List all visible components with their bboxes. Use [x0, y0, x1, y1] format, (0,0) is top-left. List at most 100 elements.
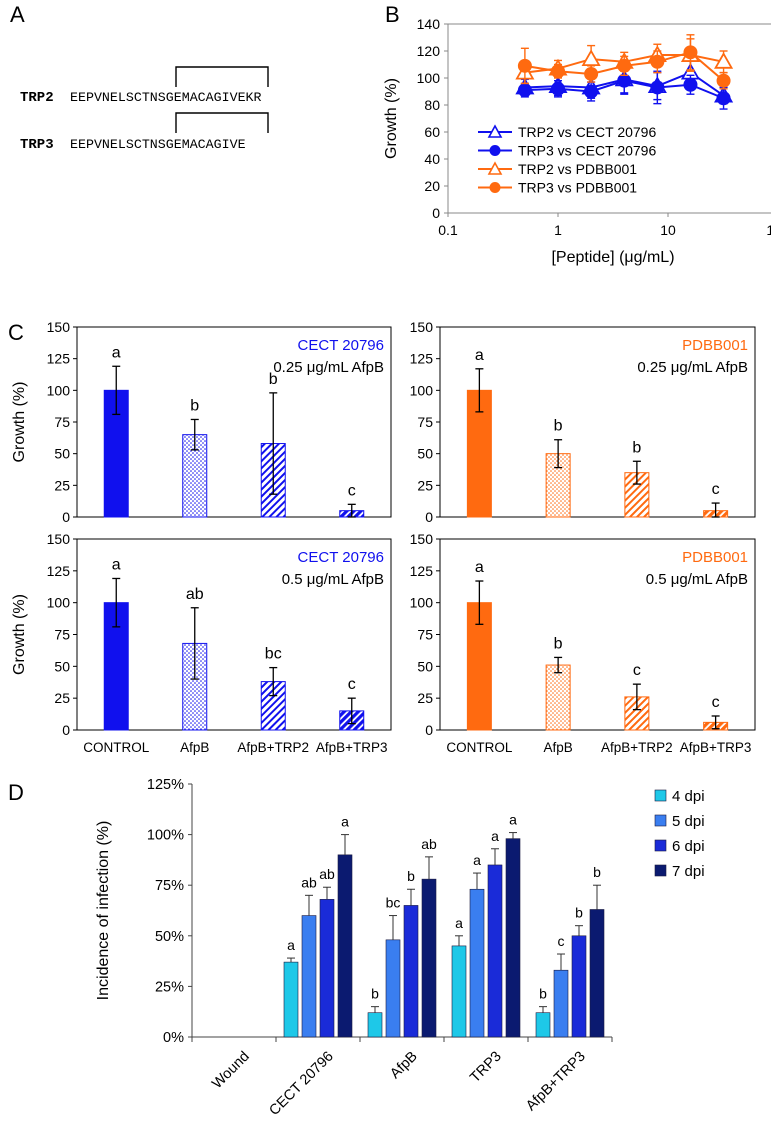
significance-letter-c: a	[112, 344, 121, 361]
significance-letter-d: b	[371, 986, 379, 1002]
strain-label-c: CECT 20796	[298, 549, 384, 566]
legend-label-b: TRP3 vs PDBB001	[518, 180, 637, 196]
panel-label-d: D	[8, 780, 24, 805]
y-tick-label-d: 0%	[163, 1030, 184, 1046]
bar-d	[451, 945, 467, 1038]
series-b-3	[517, 34, 731, 90]
significance-letter-c: b	[190, 397, 199, 414]
category-label-d: CECT 20796	[266, 1049, 336, 1119]
significance-letter-c: a	[475, 559, 484, 576]
x-axis-label-b: [Peptide] (μg/mL)	[551, 249, 674, 266]
bar-chart-c-3: 0 25 50 75 100 125 150 a CONTROL b AfpB c AfpB+TRP2 c…	[410, 531, 756, 755]
y-tick-label-c: 0	[425, 722, 433, 738]
significance-letter-c: bc	[265, 646, 282, 663]
y-tick-label-c: 100	[47, 382, 71, 398]
bar-c	[624, 696, 650, 731]
bar-d	[319, 899, 335, 1038]
y-tick-label-c: 125	[47, 351, 71, 367]
y-axis-label-c: Growth (%)	[11, 382, 28, 463]
bar-chart-c-0: 0 25 50 75 100 125 150 Growth (%) a b b c CECT 20796…	[11, 319, 392, 525]
significance-letter-d: a	[473, 852, 481, 868]
legend-swatch-d	[654, 864, 667, 877]
y-tick-label-c: 50	[54, 658, 70, 674]
y-tick-label-b: 140	[417, 16, 441, 32]
strain-label-c: PDBB001	[682, 549, 748, 566]
bar-d	[283, 961, 299, 1038]
significance-letter-c: b	[632, 439, 641, 456]
y-tick-label-c: 150	[410, 319, 434, 335]
y-tick-label-b: 80	[424, 97, 440, 113]
chart-b: 0 20 40 60 80 100 120 140 0.1 1 10 100 [Peptide] (μg…	[383, 16, 771, 266]
y-tick-label-c: 50	[54, 446, 70, 462]
legend-swatch-d	[654, 814, 667, 827]
dose-label-c: 0.25 μg/mL AfpB	[637, 359, 748, 376]
significance-letter-d: c	[558, 933, 565, 949]
y-tick-label-c: 25	[54, 477, 70, 493]
peptide-name-trp3: TRP3	[20, 137, 54, 153]
peptide-sequence-trp2: EEPVNELSCTNSGEMACAGIVEKR	[70, 90, 262, 105]
category-label-d: Wound	[209, 1049, 253, 1093]
strain-label-c: PDBB001	[682, 337, 748, 354]
y-tick-label-d: 75%	[155, 878, 184, 894]
x-tick-label-b: 10	[660, 222, 676, 238]
significance-letter-d: a	[491, 828, 499, 844]
significance-letter-d: b	[407, 868, 415, 884]
significance-letter-d: a	[341, 814, 349, 830]
legend-label-d: 5 dpi	[672, 813, 705, 830]
data-point-b	[551, 81, 565, 96]
bar-chart-c-1: 0 25 50 75 100 125 150 a b b c PDBB001 0.25 μg/mL Af…	[410, 319, 756, 525]
data-point-b	[714, 51, 734, 69]
plot-frame-b	[447, 23, 771, 214]
category-label-c: AfpB	[543, 740, 572, 755]
y-tick-label-c: 150	[47, 531, 71, 547]
data-point-b	[716, 73, 731, 88]
significance-letter-d: bc	[386, 895, 401, 911]
y-tick-label-c: 25	[54, 690, 70, 706]
bar-d	[571, 935, 587, 1038]
legend-marker-b	[489, 145, 501, 156]
x-tick-label-b: 0.1	[438, 222, 458, 238]
bar-d	[589, 909, 605, 1038]
bar-d	[505, 838, 521, 1038]
y-tick-label-c: 0	[62, 509, 70, 525]
y-tick-label-b: 0	[432, 205, 440, 221]
data-point-b	[617, 58, 632, 73]
data-point-b	[683, 45, 698, 60]
legend-label-d: 4 dpi	[672, 788, 705, 805]
significance-letter-c: ab	[186, 586, 204, 603]
significance-letter-d: ab	[421, 836, 437, 852]
x-tick-label-b: 1	[554, 222, 562, 238]
y-tick-label-c: 100	[410, 382, 434, 398]
significance-letter-d: b	[539, 986, 547, 1002]
y-tick-label-d: 100%	[147, 828, 184, 844]
peptide-sequence-trp3: EEPVNELSCTNSGEMACAGIVE	[70, 137, 246, 152]
y-axis-label-c: Growth (%)	[11, 594, 28, 675]
significance-letter-c: c	[633, 662, 641, 679]
bar-d	[421, 878, 437, 1038]
bar-d	[337, 854, 353, 1038]
category-label-c: AfpB+TRP2	[237, 740, 309, 755]
legend-d: 4 dpi 5 dpi 6 dpi 7 dpi	[654, 788, 705, 880]
bar-d	[469, 888, 485, 1038]
bar-d	[487, 864, 503, 1038]
data-point-b	[683, 77, 698, 92]
y-tick-label-d: 50%	[155, 929, 184, 945]
legend-b: TRP2 vs CECT 20796 TRP3 vs CECT 20796 TRP2…	[478, 124, 656, 196]
category-label-c: CONTROL	[446, 740, 512, 755]
data-point-b	[617, 73, 632, 88]
significance-letter-d: b	[575, 905, 583, 921]
legend-marker-b	[487, 161, 503, 175]
bar-d	[367, 1012, 383, 1038]
series-b-1	[517, 66, 731, 110]
y-axis-label-b: Growth (%)	[383, 78, 400, 159]
dose-label-c: 0.25 μg/mL AfpB	[273, 359, 384, 376]
legend-marker-b	[489, 182, 501, 193]
bar-d	[385, 939, 401, 1038]
bar-d	[403, 905, 419, 1038]
data-point-b	[650, 54, 665, 69]
y-tick-label-c: 0	[62, 722, 70, 738]
series-d-0: a b a b	[283, 915, 551, 1038]
data-point-b	[581, 49, 601, 66]
